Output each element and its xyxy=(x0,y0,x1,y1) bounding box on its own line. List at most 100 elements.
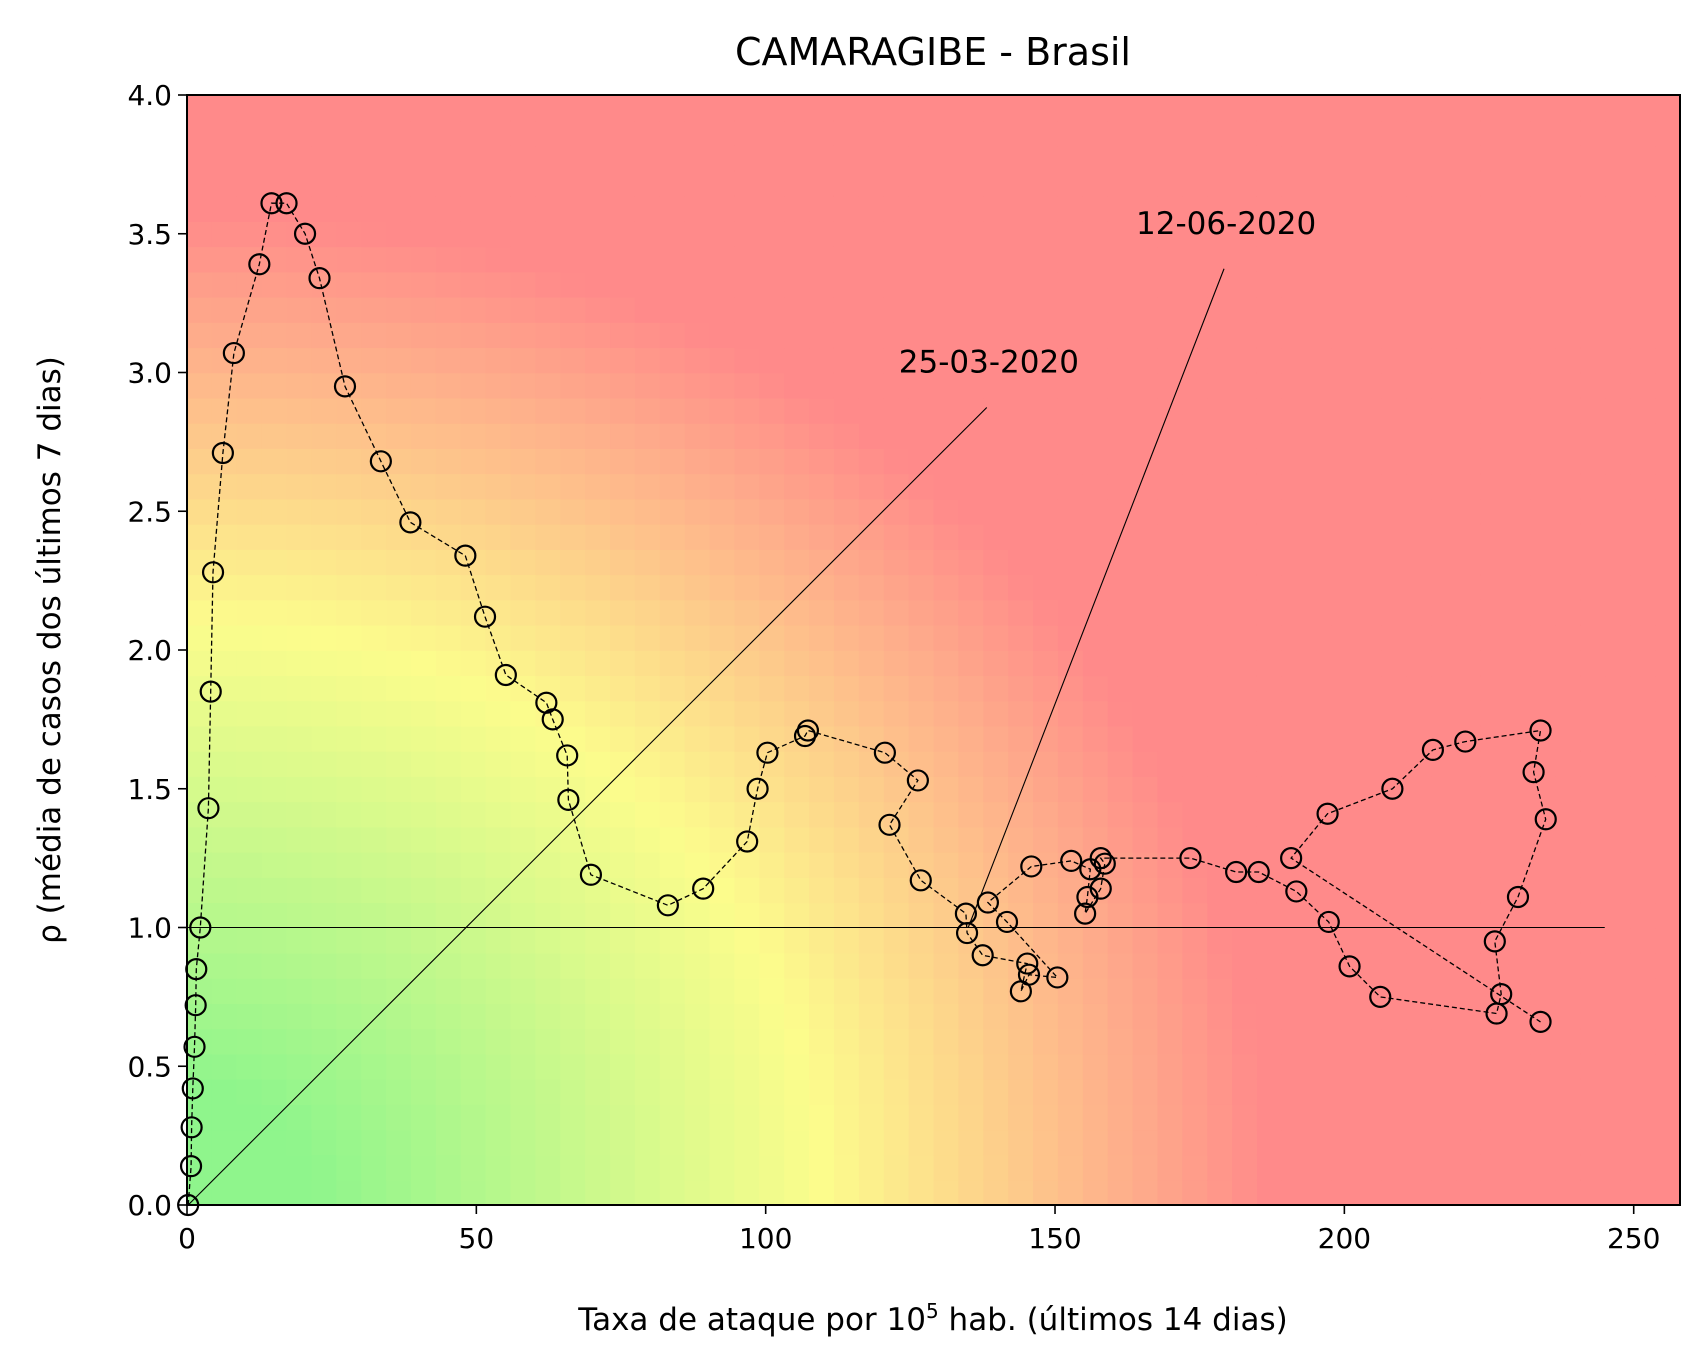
bg-cell xyxy=(759,801,785,828)
bg-cell xyxy=(983,95,1009,122)
bg-cell xyxy=(833,145,860,172)
bg-cell xyxy=(759,675,785,702)
bg-cell xyxy=(1555,397,1582,424)
bg-cell xyxy=(1107,1129,1134,1156)
bg-cell xyxy=(784,296,810,323)
bg-cell xyxy=(659,826,686,853)
bg-cell xyxy=(983,1028,1009,1055)
bg-cell xyxy=(261,851,288,878)
bg-cell xyxy=(809,1154,835,1181)
bg-cell xyxy=(485,650,512,677)
bg-cell xyxy=(1008,296,1034,323)
bg-cell xyxy=(1132,246,1159,273)
bg-cell xyxy=(610,95,636,122)
data-point xyxy=(1534,808,1557,831)
bg-cell xyxy=(211,750,238,777)
bg-cell xyxy=(709,574,736,601)
bg-cell xyxy=(1207,221,1233,248)
bg-cell xyxy=(1630,927,1656,954)
bg-cell xyxy=(187,95,213,122)
bg-cell xyxy=(485,1179,512,1205)
bg-cell xyxy=(1655,952,1680,979)
bg-cell xyxy=(485,95,512,122)
bg-cell xyxy=(1256,725,1283,752)
bg-cell xyxy=(833,372,860,399)
bg-cell xyxy=(286,675,313,702)
bg-cell xyxy=(485,1028,512,1055)
bg-cell xyxy=(535,1028,562,1055)
bg-cell xyxy=(1207,599,1233,626)
bg-cell xyxy=(809,877,835,904)
bg-cell xyxy=(908,322,935,349)
bg-cell xyxy=(1406,801,1432,828)
bg-cell xyxy=(1505,574,1532,601)
data-point xyxy=(333,375,357,398)
bg-cell xyxy=(1281,296,1308,323)
bg-cell xyxy=(386,1078,412,1105)
bg-cell xyxy=(311,523,338,550)
bg-cell xyxy=(1157,498,1184,525)
bg-cell xyxy=(361,952,387,979)
bg-cell xyxy=(958,296,985,323)
bg-cell xyxy=(908,95,935,122)
bg-cell xyxy=(1232,120,1258,147)
bg-cell xyxy=(659,448,686,475)
bg-cell xyxy=(1480,902,1507,929)
bg-cell xyxy=(535,448,562,475)
data-point xyxy=(873,741,896,764)
bg-cell xyxy=(1505,448,1532,475)
bg-cell xyxy=(1406,322,1432,349)
bg-cell xyxy=(1331,776,1358,803)
bg-cell xyxy=(1157,322,1184,349)
bg-cell xyxy=(784,851,810,878)
bg-cell xyxy=(485,221,512,248)
bg-cell xyxy=(1381,574,1408,601)
bg-cell xyxy=(1008,145,1034,172)
bg-cell xyxy=(1008,1104,1034,1131)
bg-cell xyxy=(211,1003,238,1030)
bg-cell xyxy=(510,700,537,727)
bg-cell xyxy=(1555,624,1582,651)
bg-cell xyxy=(386,523,412,550)
bg-cell xyxy=(833,1028,860,1055)
bg-cell xyxy=(1306,574,1333,601)
bg-cell xyxy=(1182,296,1209,323)
bg-cell xyxy=(1505,700,1532,727)
bg-cell xyxy=(1057,826,1084,853)
bg-cell xyxy=(1505,246,1532,273)
bg-cell xyxy=(983,1104,1009,1131)
bg-cell xyxy=(659,750,686,777)
bg-cell xyxy=(1580,322,1607,349)
bg-cell xyxy=(1505,1078,1532,1105)
bg-cell xyxy=(336,650,362,677)
bg-cell xyxy=(1182,1129,1209,1156)
bg-cell xyxy=(1033,473,1059,500)
bg-cell xyxy=(1456,422,1482,449)
bg-cell xyxy=(236,1028,263,1055)
bg-cell xyxy=(1331,322,1358,349)
bg-cell xyxy=(1033,801,1059,828)
bg-cell xyxy=(958,1104,985,1131)
bg-cell xyxy=(809,977,835,1004)
bg-cell xyxy=(958,801,985,828)
bg-cell xyxy=(1630,473,1656,500)
bg-cell xyxy=(1082,574,1109,601)
bg-cell xyxy=(311,877,338,904)
bg-cell xyxy=(535,599,562,626)
bg-cell xyxy=(1605,473,1632,500)
bg-cell xyxy=(410,1028,437,1055)
bg-cell xyxy=(1356,1129,1383,1156)
bg-cell xyxy=(1480,195,1507,222)
bg-cell xyxy=(1232,675,1258,702)
bg-cell xyxy=(286,776,313,803)
bg-cell xyxy=(659,523,686,550)
bg-cell xyxy=(585,650,611,677)
bg-cell xyxy=(386,95,412,122)
bg-cell xyxy=(585,221,611,248)
bg-cell xyxy=(1630,498,1656,525)
bg-cell xyxy=(1655,170,1680,197)
bg-cell xyxy=(485,246,512,273)
bg-cell xyxy=(187,952,213,979)
bg-cell xyxy=(1655,1003,1680,1030)
bg-cell xyxy=(1356,1104,1383,1131)
